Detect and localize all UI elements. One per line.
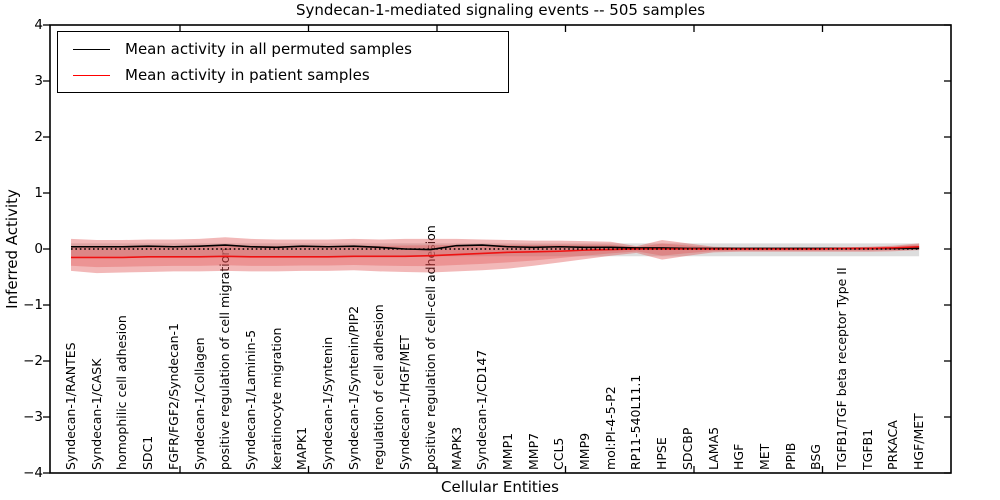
x-tick-label: MMP1 bbox=[499, 432, 515, 470]
chart-title: Syndecan-1-mediated signaling events -- … bbox=[295, 1, 706, 19]
permuted-mean-line bbox=[71, 244, 920, 251]
permuted-line-swatch-icon bbox=[73, 48, 110, 50]
legend-item-patient: Mean activity in patient samples bbox=[58, 66, 508, 84]
x-tick-label: Syndecan-1/Collagen bbox=[191, 337, 207, 470]
patient-band-outer bbox=[71, 237, 920, 274]
x-tick-label: Syndecan-1/HGF/MET bbox=[397, 335, 413, 470]
x-tick-label: positive regulation of cell-cell adhesio… bbox=[422, 225, 438, 470]
x-tick-label: SDC1 bbox=[140, 435, 156, 470]
x-tick-label: keratinocyte migration bbox=[268, 327, 284, 470]
y-tick-label: 2 bbox=[34, 129, 43, 145]
y-tick-label: 3 bbox=[34, 73, 43, 89]
x-tick-label: Syndecan-1/Syntenin bbox=[320, 336, 335, 470]
x-tick-label: HGF/MET bbox=[911, 413, 927, 470]
x-tick-label: mol:PI-4-5-P2 bbox=[602, 386, 618, 470]
x-tick-label: homophilic cell adhesion bbox=[114, 315, 130, 470]
patient-band-inner bbox=[71, 243, 920, 268]
y-tick-label: −2 bbox=[23, 353, 43, 369]
y-tick-label: 4 bbox=[34, 17, 43, 33]
legend-label-permuted: Mean activity in all permuted samples bbox=[125, 40, 412, 58]
x-tick-label: LAMA5 bbox=[705, 426, 721, 470]
legend: Mean activity in all permuted samples Me… bbox=[57, 31, 509, 93]
x-tick-label: MET bbox=[756, 443, 772, 470]
y-tick-label: −3 bbox=[23, 409, 43, 425]
x-tick-label: PPIB bbox=[782, 442, 798, 470]
x-tick-label: MMP9 bbox=[577, 432, 592, 470]
x-tick-label: SDCBP bbox=[679, 427, 695, 470]
x-tick-label: PRKACA bbox=[885, 420, 901, 470]
x-tick-label: RP11-540L11.1 bbox=[628, 374, 644, 470]
x-tick-label: Syndecan-1/CD147 bbox=[474, 349, 490, 470]
x-tick-label: Syndecan-1/Laminin-5 bbox=[242, 329, 258, 470]
x-tick-label: CCL5 bbox=[551, 437, 567, 470]
patient-mean-line bbox=[71, 245, 920, 259]
x-tick-label: positive regulation of cell migration bbox=[217, 247, 233, 470]
y-tick-label: −1 bbox=[23, 297, 43, 313]
y-tick-label: 1 bbox=[34, 185, 43, 201]
legend-label-patient: Mean activity in patient samples bbox=[125, 66, 370, 84]
x-axis-label: Cellular Entities bbox=[441, 478, 559, 496]
x-tick-label: MMP7 bbox=[525, 432, 541, 470]
x-tick-label: BSG bbox=[808, 444, 824, 470]
x-tick-label: Syndecan-1/Syntenin/PIP2 bbox=[345, 305, 361, 470]
permuted-band bbox=[71, 243, 920, 257]
x-tick-label: TGFB1 bbox=[859, 428, 875, 470]
x-tick-label: MAPK1 bbox=[294, 426, 310, 470]
x-tick-label: FGFR/FGF2/Syndecan-1 bbox=[165, 323, 181, 470]
y-tick-label: 0 bbox=[34, 241, 43, 257]
x-tick-label: Syndecan-1/CASK bbox=[88, 358, 104, 470]
legend-item-permuted: Mean activity in all permuted samples bbox=[58, 40, 508, 58]
patient-line-swatch-icon bbox=[73, 74, 110, 76]
x-tick-label: MAPK3 bbox=[448, 426, 464, 470]
x-tick-label: Syndecan-1/RANTES bbox=[63, 342, 78, 470]
x-tick-label: regulation of cell adhesion bbox=[371, 304, 387, 470]
x-tick-label: HPSE bbox=[654, 437, 670, 470]
y-tick-label: −4 bbox=[23, 465, 43, 481]
x-tick-label: HGF bbox=[731, 443, 747, 470]
x-tick-label: TGFB1/TGF beta receptor Type II bbox=[834, 267, 849, 470]
